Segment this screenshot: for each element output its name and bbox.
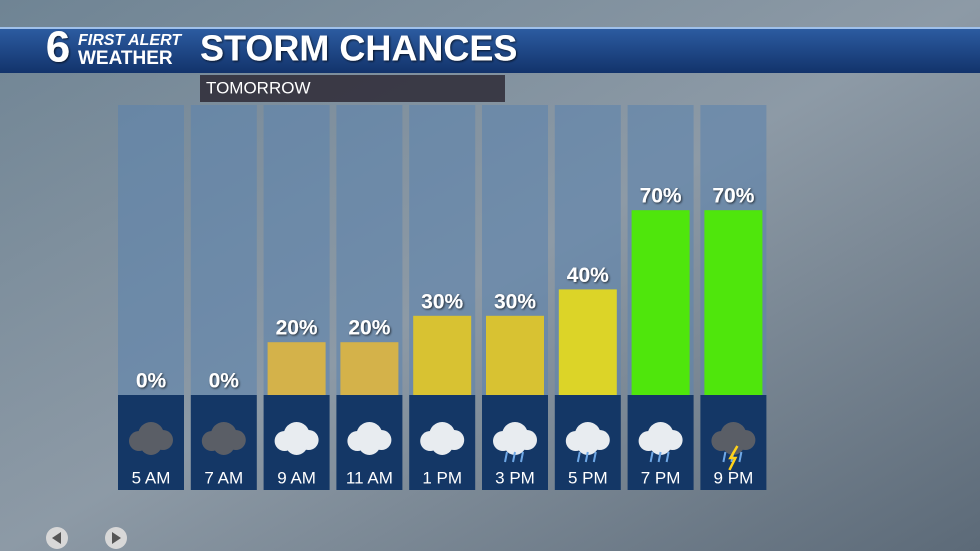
weather-icon bbox=[728, 445, 739, 471]
weather-icon bbox=[576, 433, 599, 455]
value-label: 20% bbox=[276, 317, 318, 340]
header-bar bbox=[0, 27, 980, 73]
bar bbox=[486, 315, 544, 395]
next-arrow bbox=[112, 532, 121, 544]
bar bbox=[267, 342, 326, 395]
value-label: 40% bbox=[567, 264, 609, 287]
weather-icon bbox=[738, 451, 743, 463]
header-rule bbox=[0, 27, 980, 29]
column-bg bbox=[190, 105, 257, 395]
value-label: 70% bbox=[640, 185, 682, 208]
value-label: 70% bbox=[712, 185, 754, 208]
x-tick-label: 11 AM bbox=[346, 468, 393, 487]
value-label: 30% bbox=[494, 290, 536, 313]
value-label: 0% bbox=[136, 370, 167, 393]
weather-icon bbox=[649, 451, 654, 463]
logo-line2: WEATHER bbox=[78, 48, 173, 69]
value-label: 20% bbox=[348, 317, 390, 340]
weather-icon bbox=[722, 433, 745, 455]
chart-subtitle: TOMORROW bbox=[206, 78, 311, 97]
x-tick-label: 1 PM bbox=[422, 468, 462, 487]
weather-icon bbox=[665, 451, 670, 463]
x-tick-label: 9 PM bbox=[714, 468, 754, 487]
weather-icon bbox=[722, 451, 727, 463]
weather-icon bbox=[576, 451, 581, 463]
chart-title: STORM CHANCES bbox=[200, 28, 517, 69]
logo-number: 6 bbox=[46, 23, 70, 72]
x-tick-label: 7 AM bbox=[204, 468, 243, 487]
weather-icon bbox=[504, 451, 508, 463]
weather-icon bbox=[512, 451, 516, 463]
value-label: 30% bbox=[421, 290, 463, 313]
weather-icon bbox=[657, 451, 662, 463]
value-label: 0% bbox=[209, 370, 240, 393]
weather-icon bbox=[285, 433, 308, 455]
weather-icon bbox=[212, 433, 235, 455]
x-tick-label: 3 PM bbox=[495, 468, 535, 487]
weather-icon bbox=[431, 433, 454, 455]
weather-icon bbox=[520, 451, 524, 463]
x-tick-label: 5 PM bbox=[568, 468, 608, 487]
logo-line1: FIRST ALERT bbox=[78, 32, 182, 49]
bar bbox=[340, 342, 399, 395]
bar bbox=[704, 210, 763, 395]
x-tick-label: 9 AM bbox=[277, 468, 316, 487]
prev-arrow bbox=[52, 532, 61, 544]
subtitle-box bbox=[200, 75, 505, 102]
bar bbox=[558, 289, 617, 395]
column-bg bbox=[118, 105, 184, 395]
x-tick-label: 7 PM bbox=[641, 468, 681, 487]
weather-icon bbox=[584, 451, 589, 463]
bar bbox=[631, 210, 690, 395]
weather-icon bbox=[504, 433, 526, 455]
weather-icon bbox=[592, 451, 597, 463]
weather-icon bbox=[649, 433, 672, 455]
bar bbox=[413, 315, 472, 395]
x-tick-label: 5 AM bbox=[132, 468, 171, 487]
weather-icon bbox=[140, 433, 162, 455]
weather-icon bbox=[358, 433, 381, 455]
